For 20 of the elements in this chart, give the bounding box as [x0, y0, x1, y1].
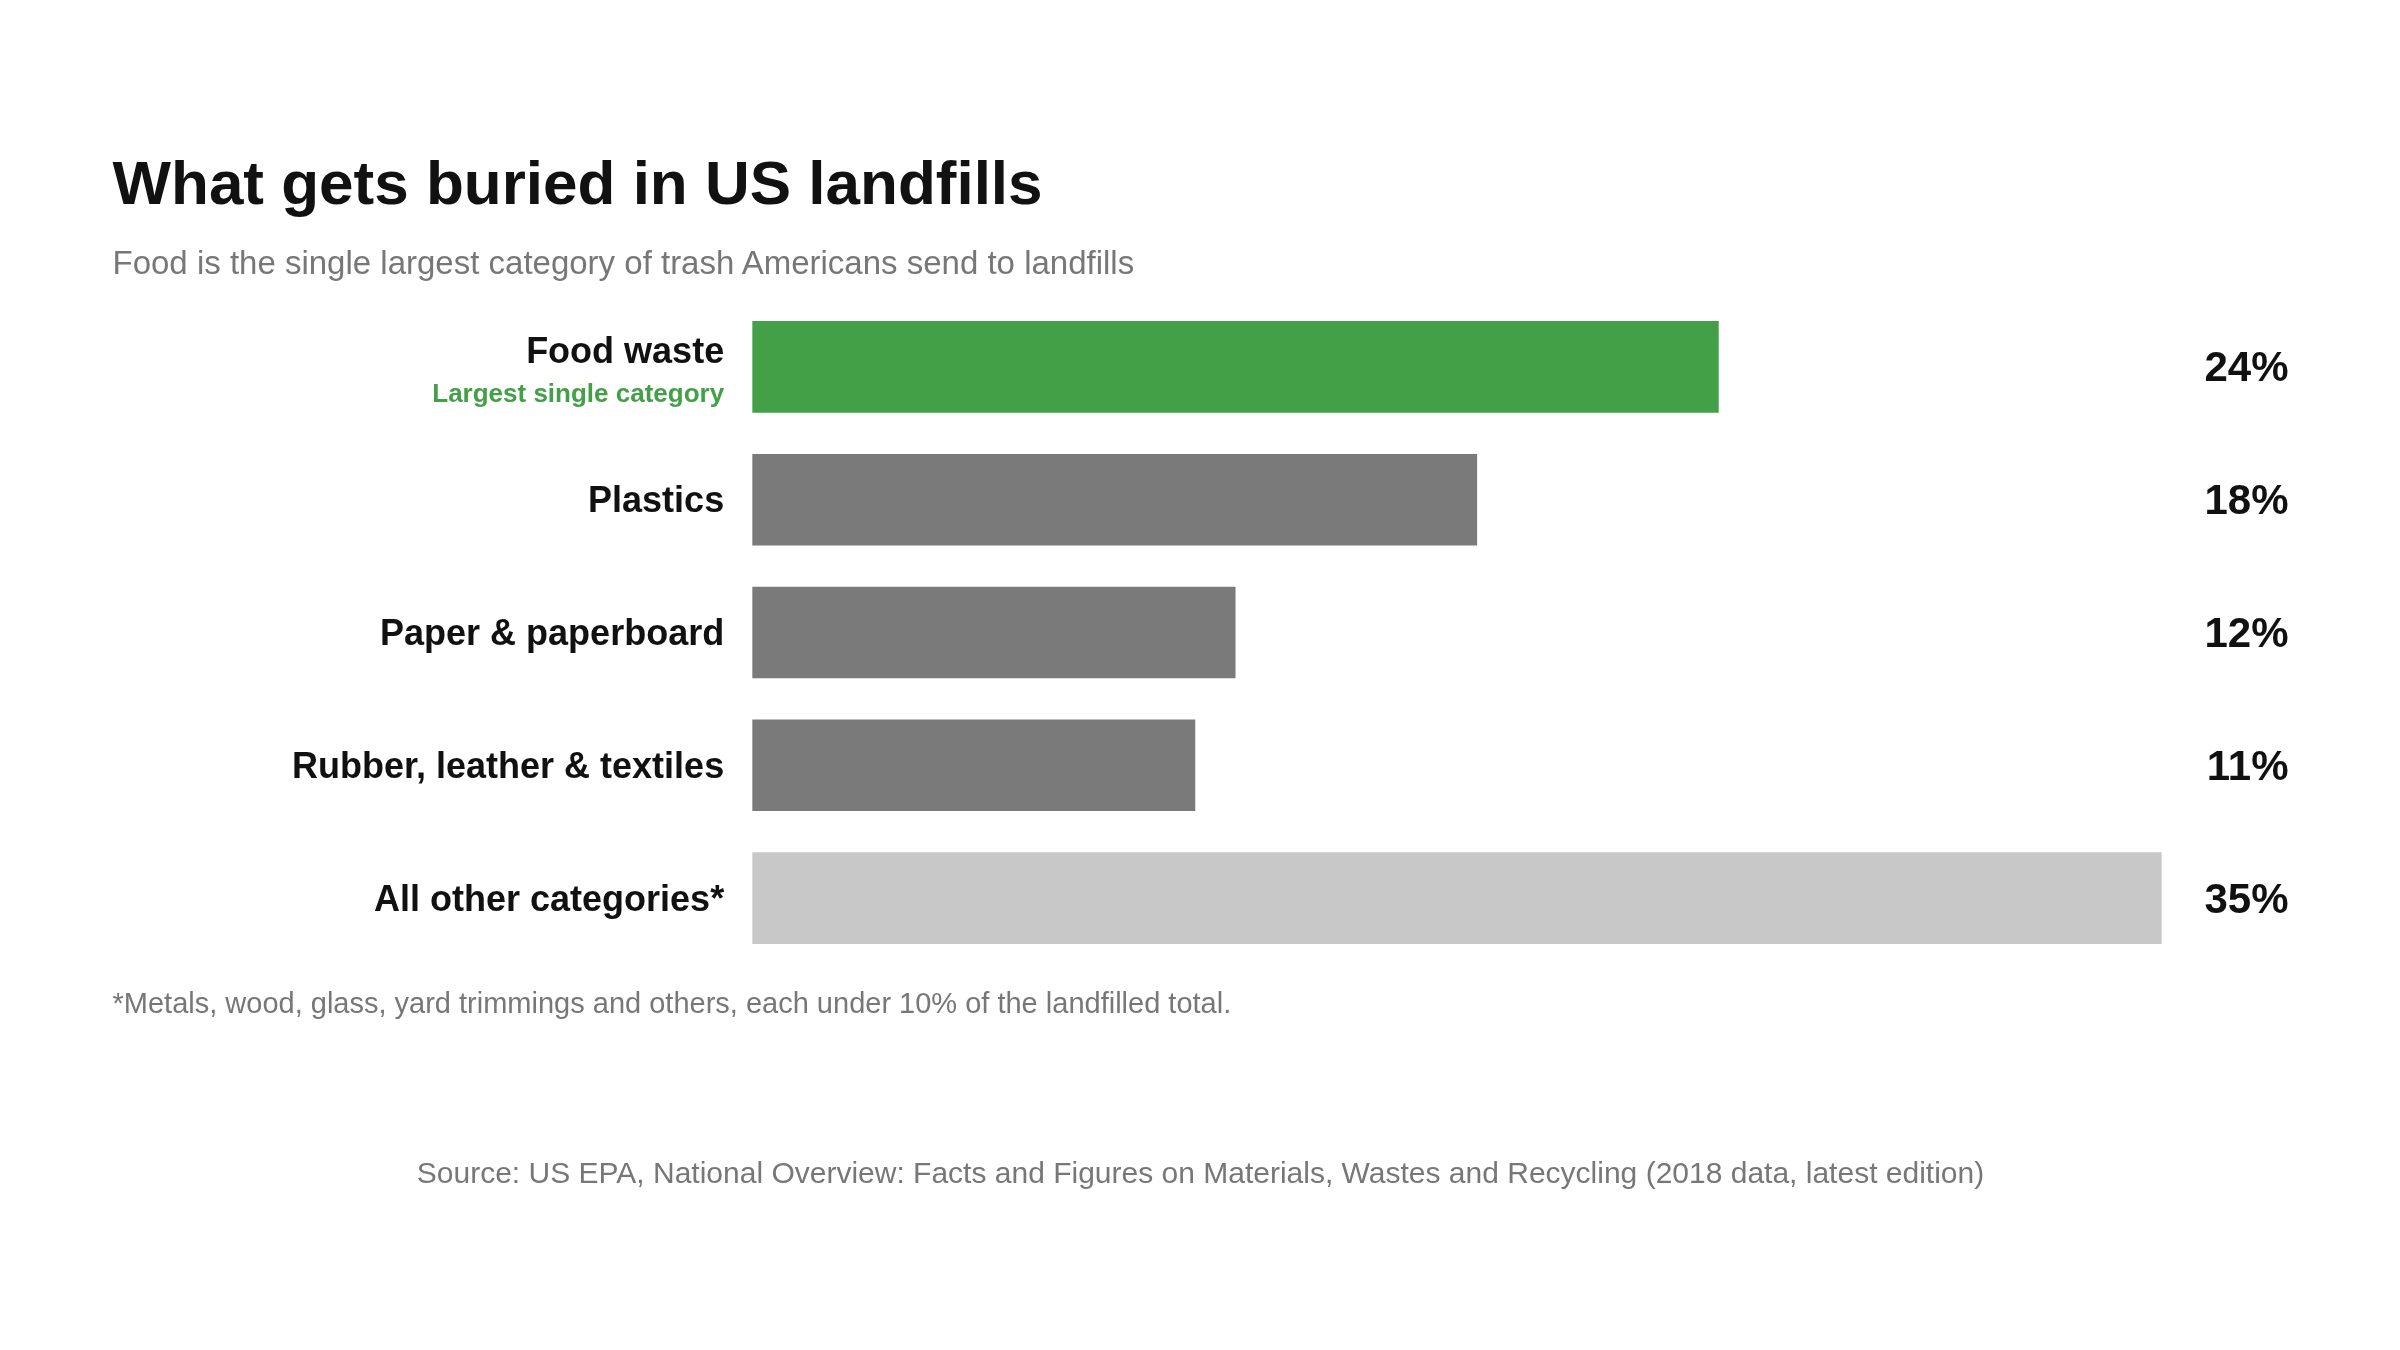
- y-tick-label: All other categories*: [374, 877, 725, 919]
- text: *Metals, wood, glass, yard trimmings and others, each under 10% of the landfilled total.: [112, 986, 1232, 1019]
- y-tick-label: Paper & paperboard: [380, 612, 725, 653]
- y-tick-label: Plastics: [588, 479, 725, 521]
- bar: [752, 586, 1236, 679]
- data-label: 18%: [2204, 476, 2289, 524]
- text: Largest single category: [432, 378, 725, 409]
- data-label: 35%: [2204, 874, 2289, 922]
- data-label: 24%: [2204, 343, 2289, 391]
- bar: [752, 719, 1196, 812]
- bar: [752, 453, 1478, 546]
- data-label: 12%: [2204, 609, 2289, 656]
- y-tick-label: Rubber, leather & textiles: [292, 744, 725, 786]
- chart-subtitle: Food is the single largest category of trash Americans send to landfills: [112, 243, 1135, 281]
- data-label: 11%: [2206, 741, 2289, 789]
- y-tick-label: Food waste: [526, 330, 725, 372]
- source-note: Source: US EPA, National Overview: Facts and Figures on Materials, Wastes and Recycling (2018 data, latest edition): [416, 1155, 1985, 1189]
- chart-title: What gets buried in US landfills: [112, 147, 1043, 217]
- bar: [752, 321, 1719, 413]
- bar: [752, 852, 2162, 944]
